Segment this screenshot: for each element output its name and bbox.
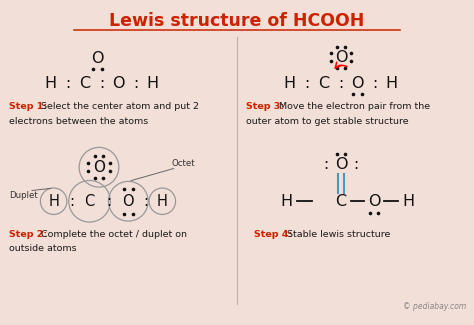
Text: Lewis structure of HCOOH: Lewis structure of HCOOH [109,12,365,30]
Text: :: : [65,76,70,91]
Text: Octet: Octet [172,160,195,168]
Text: O: O [335,50,347,65]
Text: Step 3:: Step 3: [246,102,283,111]
Text: :: : [372,76,377,91]
Text: O: O [91,51,104,66]
Text: :: : [354,157,359,172]
Text: :: : [99,76,104,91]
Text: :: : [323,157,328,172]
Text: Duplet: Duplet [9,191,38,200]
Text: O: O [335,157,347,172]
Text: outside atoms: outside atoms [9,244,77,253]
Text: Step 4:: Step 4: [254,230,292,239]
Text: Select the center atom and put 2: Select the center atom and put 2 [41,102,200,111]
Text: C: C [336,194,346,209]
Text: :: : [338,76,343,91]
Text: H: H [157,194,168,209]
Text: O: O [122,194,134,209]
Text: H: H [44,76,56,91]
Text: H: H [283,76,295,91]
Text: :: : [69,194,74,209]
Text: Complete the octet / duplet on: Complete the octet / duplet on [41,230,187,239]
Text: O: O [368,194,380,209]
Text: H: H [385,76,398,91]
Text: C: C [84,194,95,209]
Text: H: H [402,194,414,209]
Text: C: C [318,76,329,91]
Text: electrons between the atoms: electrons between the atoms [9,117,148,126]
Text: H: H [48,194,59,209]
Text: H: H [281,194,292,209]
Text: :: : [133,76,138,91]
Text: :: : [143,194,148,209]
Text: H: H [147,76,159,91]
Text: Move the electron pair from the: Move the electron pair from the [279,102,430,111]
Text: outer atom to get stable structure: outer atom to get stable structure [246,117,408,126]
Text: O: O [351,76,364,91]
Text: C: C [79,76,91,91]
Text: © pediabay.com: © pediabay.com [403,302,466,311]
Text: :: : [107,194,111,209]
Text: :: : [304,76,309,91]
Text: Step 1:: Step 1: [9,102,47,111]
Text: O: O [93,160,105,175]
Text: Stable lewis structure: Stable lewis structure [287,230,390,239]
Text: O: O [113,76,125,91]
Text: Step 2:: Step 2: [9,230,47,239]
